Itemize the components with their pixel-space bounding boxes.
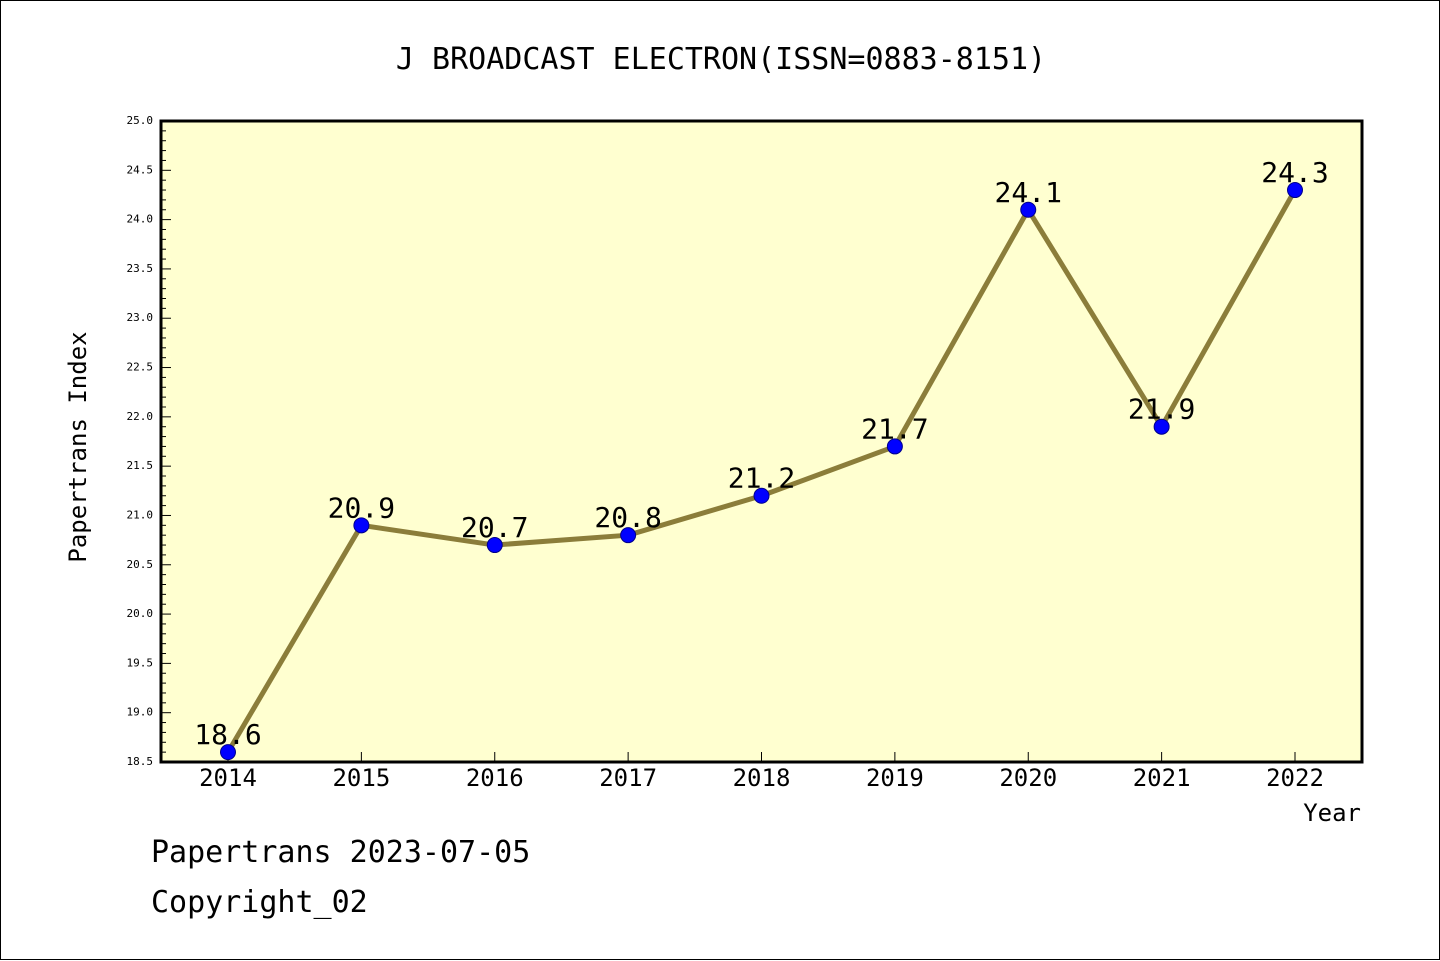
x-axis: 2014 2015 2016 2017 2018 2019 2020 2021 2022 — [199, 752, 1324, 792]
data-label: 21.2 — [728, 462, 795, 495]
y-tick-label: 23.0 — [127, 311, 154, 324]
footer-date: Papertrans 2023-07-05 — [151, 835, 531, 870]
y-tick-label: 22.0 — [127, 410, 154, 423]
x-tick-label: 2015 — [332, 764, 390, 792]
footer-copyright: Copyright_02 — [151, 885, 368, 920]
y-axis: 18.5 19.0 19.5 20.0 20.5 21.0 21.5 22.0 22.5 23.0… — [127, 114, 171, 768]
plot-area — [161, 121, 1362, 762]
y-tick-label: 19.5 — [127, 656, 154, 669]
data-point — [1020, 201, 1037, 218]
data-point — [220, 744, 236, 761]
x-tick-label: 2018 — [733, 764, 791, 792]
chart-title: J BROADCAST ELECTRON(ISSN=0883-8151) — [396, 42, 1046, 77]
data-point — [353, 517, 370, 534]
y-tick-label: 19.0 — [127, 706, 154, 719]
y-tick-label: 24.5 — [127, 163, 154, 176]
y-tick-label: 21.0 — [127, 508, 154, 521]
data-label: 24.3 — [1261, 156, 1328, 189]
x-tick-label: 2016 — [466, 764, 524, 792]
data-label: 21.7 — [861, 412, 928, 445]
data-point — [1153, 418, 1170, 435]
y-tick-label: 23.5 — [127, 262, 154, 275]
data-label: 20.8 — [594, 501, 661, 534]
y-axis-label: Papertrans Index — [64, 331, 92, 562]
y-tick-label: 21.5 — [127, 459, 154, 472]
x-tick-label: 2019 — [866, 764, 924, 792]
data-label: 18.6 — [194, 718, 261, 751]
x-axis-label: Year — [1303, 799, 1361, 827]
data-point — [1287, 182, 1303, 199]
y-tick-label: 24.0 — [127, 213, 154, 226]
x-tick-label: 2014 — [199, 764, 257, 792]
data-label: 20.7 — [461, 511, 528, 544]
data-point — [753, 487, 770, 504]
y-tick-label: 18.5 — [127, 755, 154, 768]
x-tick-label: 2017 — [599, 764, 657, 792]
x-tick-label: 2021 — [1133, 764, 1191, 792]
series-layer: 18.6 20.9 20.7 20.8 21.2 21.7 24.1 21.9 24.3 — [194, 156, 1329, 761]
y-tick-label: 25.0 — [127, 114, 154, 127]
x-tick-label: 2020 — [999, 764, 1057, 792]
data-point — [486, 537, 503, 554]
x-tick-label: 2022 — [1266, 764, 1324, 792]
plot-border — [159, 119, 1364, 764]
y-tick-label: 20.5 — [127, 558, 154, 571]
data-label: 21.9 — [1128, 393, 1195, 426]
y-tick-label: 20.0 — [127, 607, 154, 620]
data-point — [620, 527, 637, 544]
y-tick-label: 22.5 — [127, 361, 154, 374]
data-point — [886, 438, 903, 455]
data-label: 24.1 — [995, 176, 1062, 209]
data-label: 20.9 — [328, 491, 395, 524]
